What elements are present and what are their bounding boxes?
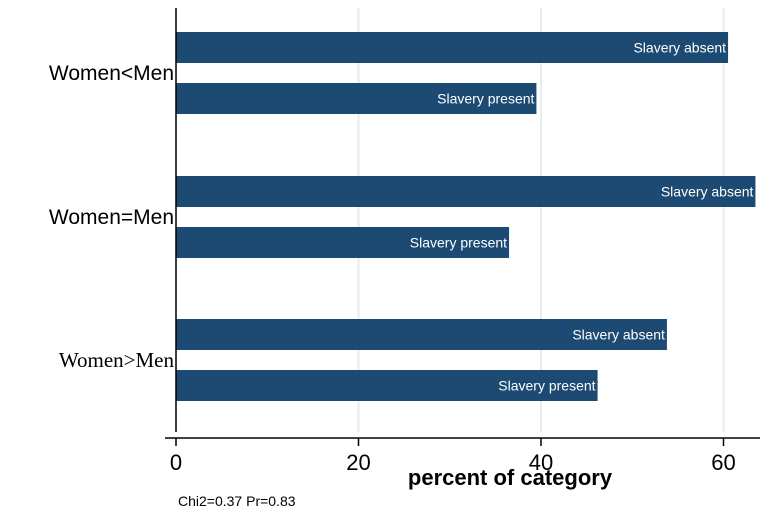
category-label: Women>Men (59, 348, 175, 372)
x-axis-label: percent of category (408, 465, 613, 490)
chart-note: Chi2=0.37 Pr=0.83 (178, 493, 296, 509)
category-label: Women=Men (49, 206, 174, 229)
x-tick-label: 40 (529, 450, 553, 475)
axes (165, 8, 760, 439)
x-tick-label: 0 (170, 450, 182, 475)
bar-data-label: Slavery present (498, 378, 595, 394)
bar-data-label: Slavery present (410, 235, 507, 251)
bar (176, 319, 667, 350)
category-label: Women<Men (49, 62, 174, 85)
bar-data-label: Slavery absent (572, 327, 665, 343)
labels: 0 20 40 60 Slavery absent Slavery present Wome… (49, 40, 754, 476)
bar (176, 32, 729, 63)
bar (176, 227, 510, 258)
bars (176, 32, 756, 401)
bar-data-label: Slavery absent (661, 184, 754, 200)
x-tick-label: 20 (346, 450, 370, 475)
bar-data-label: Slavery present (437, 91, 534, 107)
bar (176, 83, 537, 114)
grid-lines (357, 8, 725, 432)
bar (176, 176, 756, 207)
x-tick-label: 60 (711, 450, 735, 475)
bar-data-label: Slavery absent (633, 40, 726, 56)
bar (176, 370, 598, 401)
